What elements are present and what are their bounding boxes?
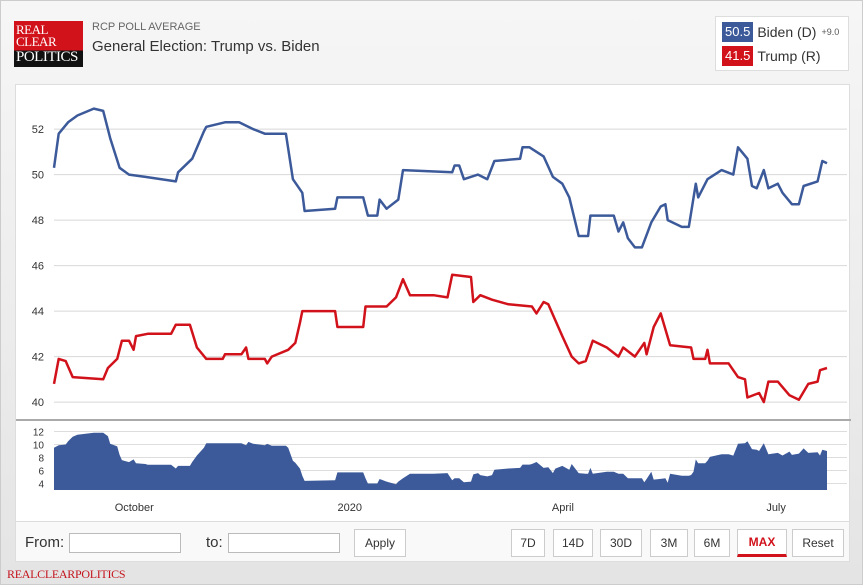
y-tick-label: 48 [32, 215, 44, 227]
y-tick-label: 50 [32, 170, 44, 182]
biden-name: Biden (D) [757, 24, 817, 40]
x-tick-label: April [552, 502, 574, 514]
from-input[interactable] [69, 533, 181, 553]
legend-trump[interactable]: 41.5 Trump (R) [722, 46, 821, 66]
range-controls: From: to: Apply 7D 14D 30D 3M 6M MAX Reset [15, 522, 850, 562]
kicker: RCP POLL AVERAGE [92, 21, 201, 33]
page-title: General Election: Trump vs. Biden [92, 38, 320, 55]
footer-logo: REALCLEARPOLITICS [7, 567, 126, 581]
range-button-6m[interactable]: 6M [694, 529, 730, 557]
x-tick-label: October [115, 502, 154, 514]
navigator-y-tick-label: 10 [33, 441, 45, 452]
biden-value: 50.5 [722, 22, 754, 42]
to-input[interactable] [228, 533, 340, 553]
y-tick-label: 40 [32, 397, 44, 409]
x-tick-label: 2020 [338, 502, 362, 514]
legend: 50.5 Biden (D) +9.0 41.5 Trump (R) [715, 16, 849, 71]
y-tick-label: 46 [32, 261, 44, 273]
from-label: From: [25, 534, 65, 551]
range-button-reset[interactable]: Reset [792, 529, 844, 557]
series-line-biden [52, 107, 828, 249]
trump-name: Trump (R) [757, 48, 821, 64]
chart-area: 40 42 44 46 48 50 52 4 6 8 10 12 October 2020 April Jul… [15, 84, 851, 522]
x-tick-label: July [766, 502, 786, 514]
range-button-3m[interactable]: 3M [650, 529, 688, 557]
navigator-y-tick-label: 8 [38, 454, 44, 465]
trump-value: 41.5 [722, 46, 754, 66]
navigator-y-tick-label: 6 [38, 467, 44, 478]
y-tick-label: 52 [32, 124, 44, 136]
series-line-trump [52, 273, 828, 404]
range-button-14d[interactable]: 14D [553, 529, 593, 557]
y-tick-label: 44 [32, 306, 44, 318]
spread: +9.0 [821, 27, 840, 37]
apply-button[interactable]: Apply [354, 529, 406, 557]
range-button-max[interactable]: MAX [737, 529, 787, 557]
to-label: to: [206, 534, 223, 551]
range-button-7d[interactable]: 7D [511, 529, 545, 557]
spread-area [54, 432, 827, 490]
legend-biden[interactable]: 50.5 Biden (D) +9.0 [722, 22, 839, 42]
navigator-y-tick-label: 12 [33, 428, 45, 439]
navigator-y-tick-label: 4 [38, 480, 44, 491]
range-button-30d[interactable]: 30D [600, 529, 642, 557]
y-tick-label: 42 [32, 352, 44, 364]
rcp-logo: REAL CLEAR POLITICS [14, 21, 83, 67]
